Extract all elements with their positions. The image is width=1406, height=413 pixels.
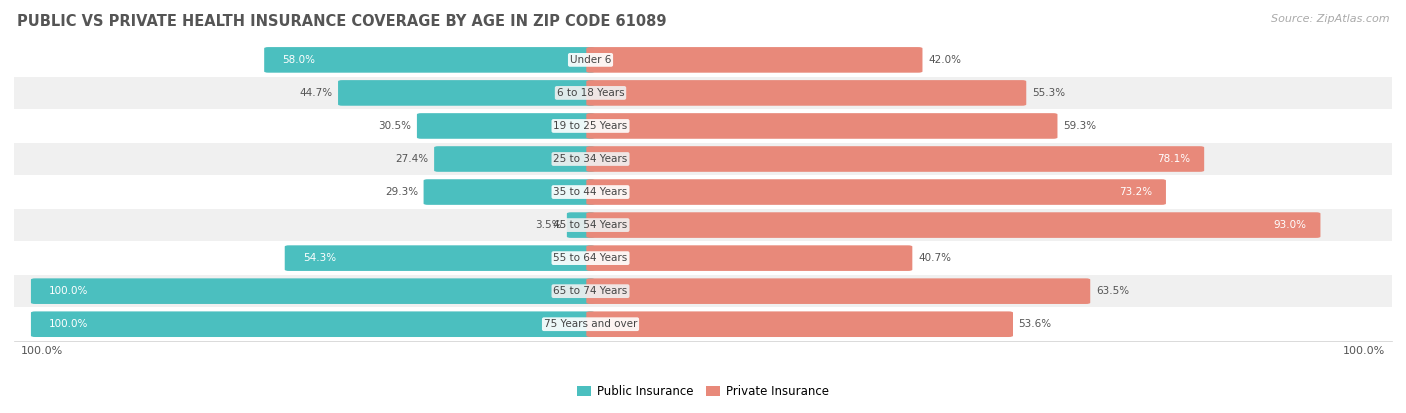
- Text: PUBLIC VS PRIVATE HEALTH INSURANCE COVERAGE BY AGE IN ZIP CODE 61089: PUBLIC VS PRIVATE HEALTH INSURANCE COVER…: [17, 14, 666, 29]
- Text: 35 to 44 Years: 35 to 44 Years: [554, 187, 627, 197]
- Text: 3.5%: 3.5%: [534, 220, 561, 230]
- Bar: [14, 242, 1392, 274]
- Bar: [14, 77, 1392, 109]
- FancyBboxPatch shape: [586, 80, 1026, 106]
- FancyBboxPatch shape: [423, 179, 595, 205]
- Legend: Public Insurance, Private Insurance: Public Insurance, Private Insurance: [572, 380, 834, 403]
- Text: 54.3%: 54.3%: [304, 253, 336, 263]
- FancyBboxPatch shape: [586, 179, 1166, 205]
- Bar: [14, 110, 1392, 142]
- FancyBboxPatch shape: [31, 311, 595, 337]
- Bar: [14, 44, 1392, 76]
- Text: 44.7%: 44.7%: [299, 88, 332, 98]
- FancyBboxPatch shape: [31, 278, 595, 304]
- FancyBboxPatch shape: [586, 245, 912, 271]
- FancyBboxPatch shape: [264, 47, 595, 73]
- Text: 100.0%: 100.0%: [49, 286, 89, 296]
- Text: 53.6%: 53.6%: [1018, 319, 1052, 329]
- Text: 30.5%: 30.5%: [378, 121, 412, 131]
- Text: 65 to 74 Years: 65 to 74 Years: [554, 286, 627, 296]
- Text: 63.5%: 63.5%: [1095, 286, 1129, 296]
- Text: 58.0%: 58.0%: [283, 55, 315, 65]
- Bar: [14, 143, 1392, 175]
- Bar: [14, 275, 1392, 307]
- Text: 27.4%: 27.4%: [395, 154, 429, 164]
- Text: 40.7%: 40.7%: [918, 253, 950, 263]
- FancyBboxPatch shape: [337, 80, 595, 106]
- Text: 6 to 18 Years: 6 to 18 Years: [557, 88, 624, 98]
- Bar: [14, 209, 1392, 241]
- FancyBboxPatch shape: [586, 311, 1012, 337]
- Text: 19 to 25 Years: 19 to 25 Years: [554, 121, 627, 131]
- Text: 55 to 64 Years: 55 to 64 Years: [554, 253, 627, 263]
- FancyBboxPatch shape: [285, 245, 595, 271]
- Text: 100.0%: 100.0%: [21, 346, 63, 356]
- Text: 100.0%: 100.0%: [1343, 346, 1385, 356]
- Text: 93.0%: 93.0%: [1274, 220, 1306, 230]
- Text: 42.0%: 42.0%: [928, 55, 962, 65]
- FancyBboxPatch shape: [586, 212, 1320, 238]
- Text: 45 to 54 Years: 45 to 54 Years: [554, 220, 627, 230]
- Text: 75 Years and over: 75 Years and over: [544, 319, 637, 329]
- FancyBboxPatch shape: [586, 113, 1057, 139]
- Text: 73.2%: 73.2%: [1119, 187, 1152, 197]
- Text: 55.3%: 55.3%: [1032, 88, 1064, 98]
- Text: 59.3%: 59.3%: [1063, 121, 1097, 131]
- Text: 100.0%: 100.0%: [49, 319, 89, 329]
- Text: 25 to 34 Years: 25 to 34 Years: [554, 154, 627, 164]
- Text: Under 6: Under 6: [569, 55, 612, 65]
- Text: 29.3%: 29.3%: [385, 187, 418, 197]
- Bar: [14, 176, 1392, 208]
- Text: 78.1%: 78.1%: [1157, 154, 1189, 164]
- Bar: [14, 309, 1392, 340]
- FancyBboxPatch shape: [586, 47, 922, 73]
- FancyBboxPatch shape: [418, 113, 595, 139]
- FancyBboxPatch shape: [434, 146, 595, 172]
- Text: Source: ZipAtlas.com: Source: ZipAtlas.com: [1271, 14, 1389, 24]
- FancyBboxPatch shape: [567, 212, 595, 238]
- FancyBboxPatch shape: [586, 146, 1204, 172]
- FancyBboxPatch shape: [586, 278, 1090, 304]
